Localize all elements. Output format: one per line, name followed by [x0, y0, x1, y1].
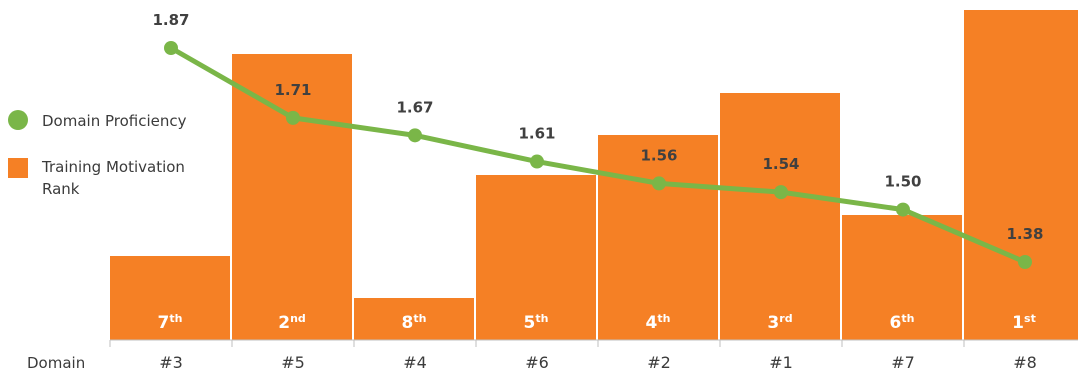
rank-bars: 7th 2nd 8th 5th 4th 3rd 6th 1st	[110, 10, 1078, 340]
proficiency-line-path	[169, 45, 1026, 265]
proficiency-value-label: 1.67	[396, 98, 433, 116]
proficiency-point	[286, 110, 300, 125]
rank-bar-label: 7th	[158, 312, 183, 333]
proficiency-point	[896, 202, 910, 217]
proficiency-value-label: 1.71	[274, 81, 311, 99]
x-tick-label: #2	[647, 353, 671, 372]
rank-bar	[598, 135, 718, 340]
proficiency-point	[652, 176, 666, 191]
proficiency-value-label: 1.50	[884, 173, 921, 191]
legend-circle-icon	[8, 110, 28, 130]
proficiency-value-labels: 1.87 1.71 1.67 1.61 1.56 1.54 1.50 1.38	[152, 11, 1043, 243]
rank-bar-label: 8th	[402, 312, 427, 333]
rank-bar	[964, 10, 1078, 340]
proficiency-point	[164, 41, 178, 55]
legend-label-rank: Training Motivation Rank	[42, 158, 185, 198]
x-tick-label: #5	[281, 353, 305, 372]
x-tick-label: #4	[403, 353, 427, 372]
proficiency-value-label: 1.38	[1006, 225, 1043, 243]
proficiency-value-label: 1.54	[762, 155, 799, 173]
rank-bar-label: 1st	[1012, 312, 1036, 333]
proficiency-value-label: 1.87	[152, 11, 189, 29]
x-tick-label: #6	[525, 353, 549, 372]
proficiency-value-label: 1.56	[640, 146, 677, 164]
legend-square-icon	[8, 158, 28, 178]
proficiency-points	[164, 41, 1032, 269]
x-axis-title: Domain	[27, 354, 86, 372]
rank-bar-label: 4th	[646, 312, 671, 333]
rank-bar	[110, 256, 230, 340]
x-tick-labels: #3 #5 #4 #6 #2 #1 #7 #8	[159, 353, 1037, 372]
legend: Domain Proficiency Training Motivation R…	[8, 110, 218, 224]
rank-bar	[842, 215, 962, 340]
rank-bar	[232, 54, 352, 340]
rank-bar-label: 5th	[524, 312, 549, 333]
proficiency-point	[530, 154, 544, 169]
rank-bar	[354, 298, 474, 340]
proficiency-point	[408, 128, 422, 143]
proficiency-point	[774, 185, 788, 200]
legend-item-rank: Training Motivation Rank	[8, 156, 218, 200]
x-tick-label: #3	[159, 353, 183, 372]
legend-item-proficiency: Domain Proficiency	[8, 110, 218, 132]
legend-label-proficiency: Domain Proficiency	[42, 112, 187, 130]
x-axis	[109, 339, 1078, 347]
rank-bar-label: 6th	[890, 312, 915, 333]
rank-bar-label: 2nd	[278, 312, 306, 333]
proficiency-value-label: 1.61	[518, 125, 555, 143]
rank-bar	[476, 175, 596, 340]
rank-bar-label: 3rd	[767, 312, 792, 333]
proficiency-point	[1018, 255, 1032, 269]
rank-bar	[720, 93, 840, 340]
x-tick-label: #1	[769, 353, 793, 372]
x-tick-label: #7	[891, 353, 915, 372]
x-tick-label: #8	[1013, 353, 1037, 372]
proficiency-line	[169, 45, 1026, 265]
